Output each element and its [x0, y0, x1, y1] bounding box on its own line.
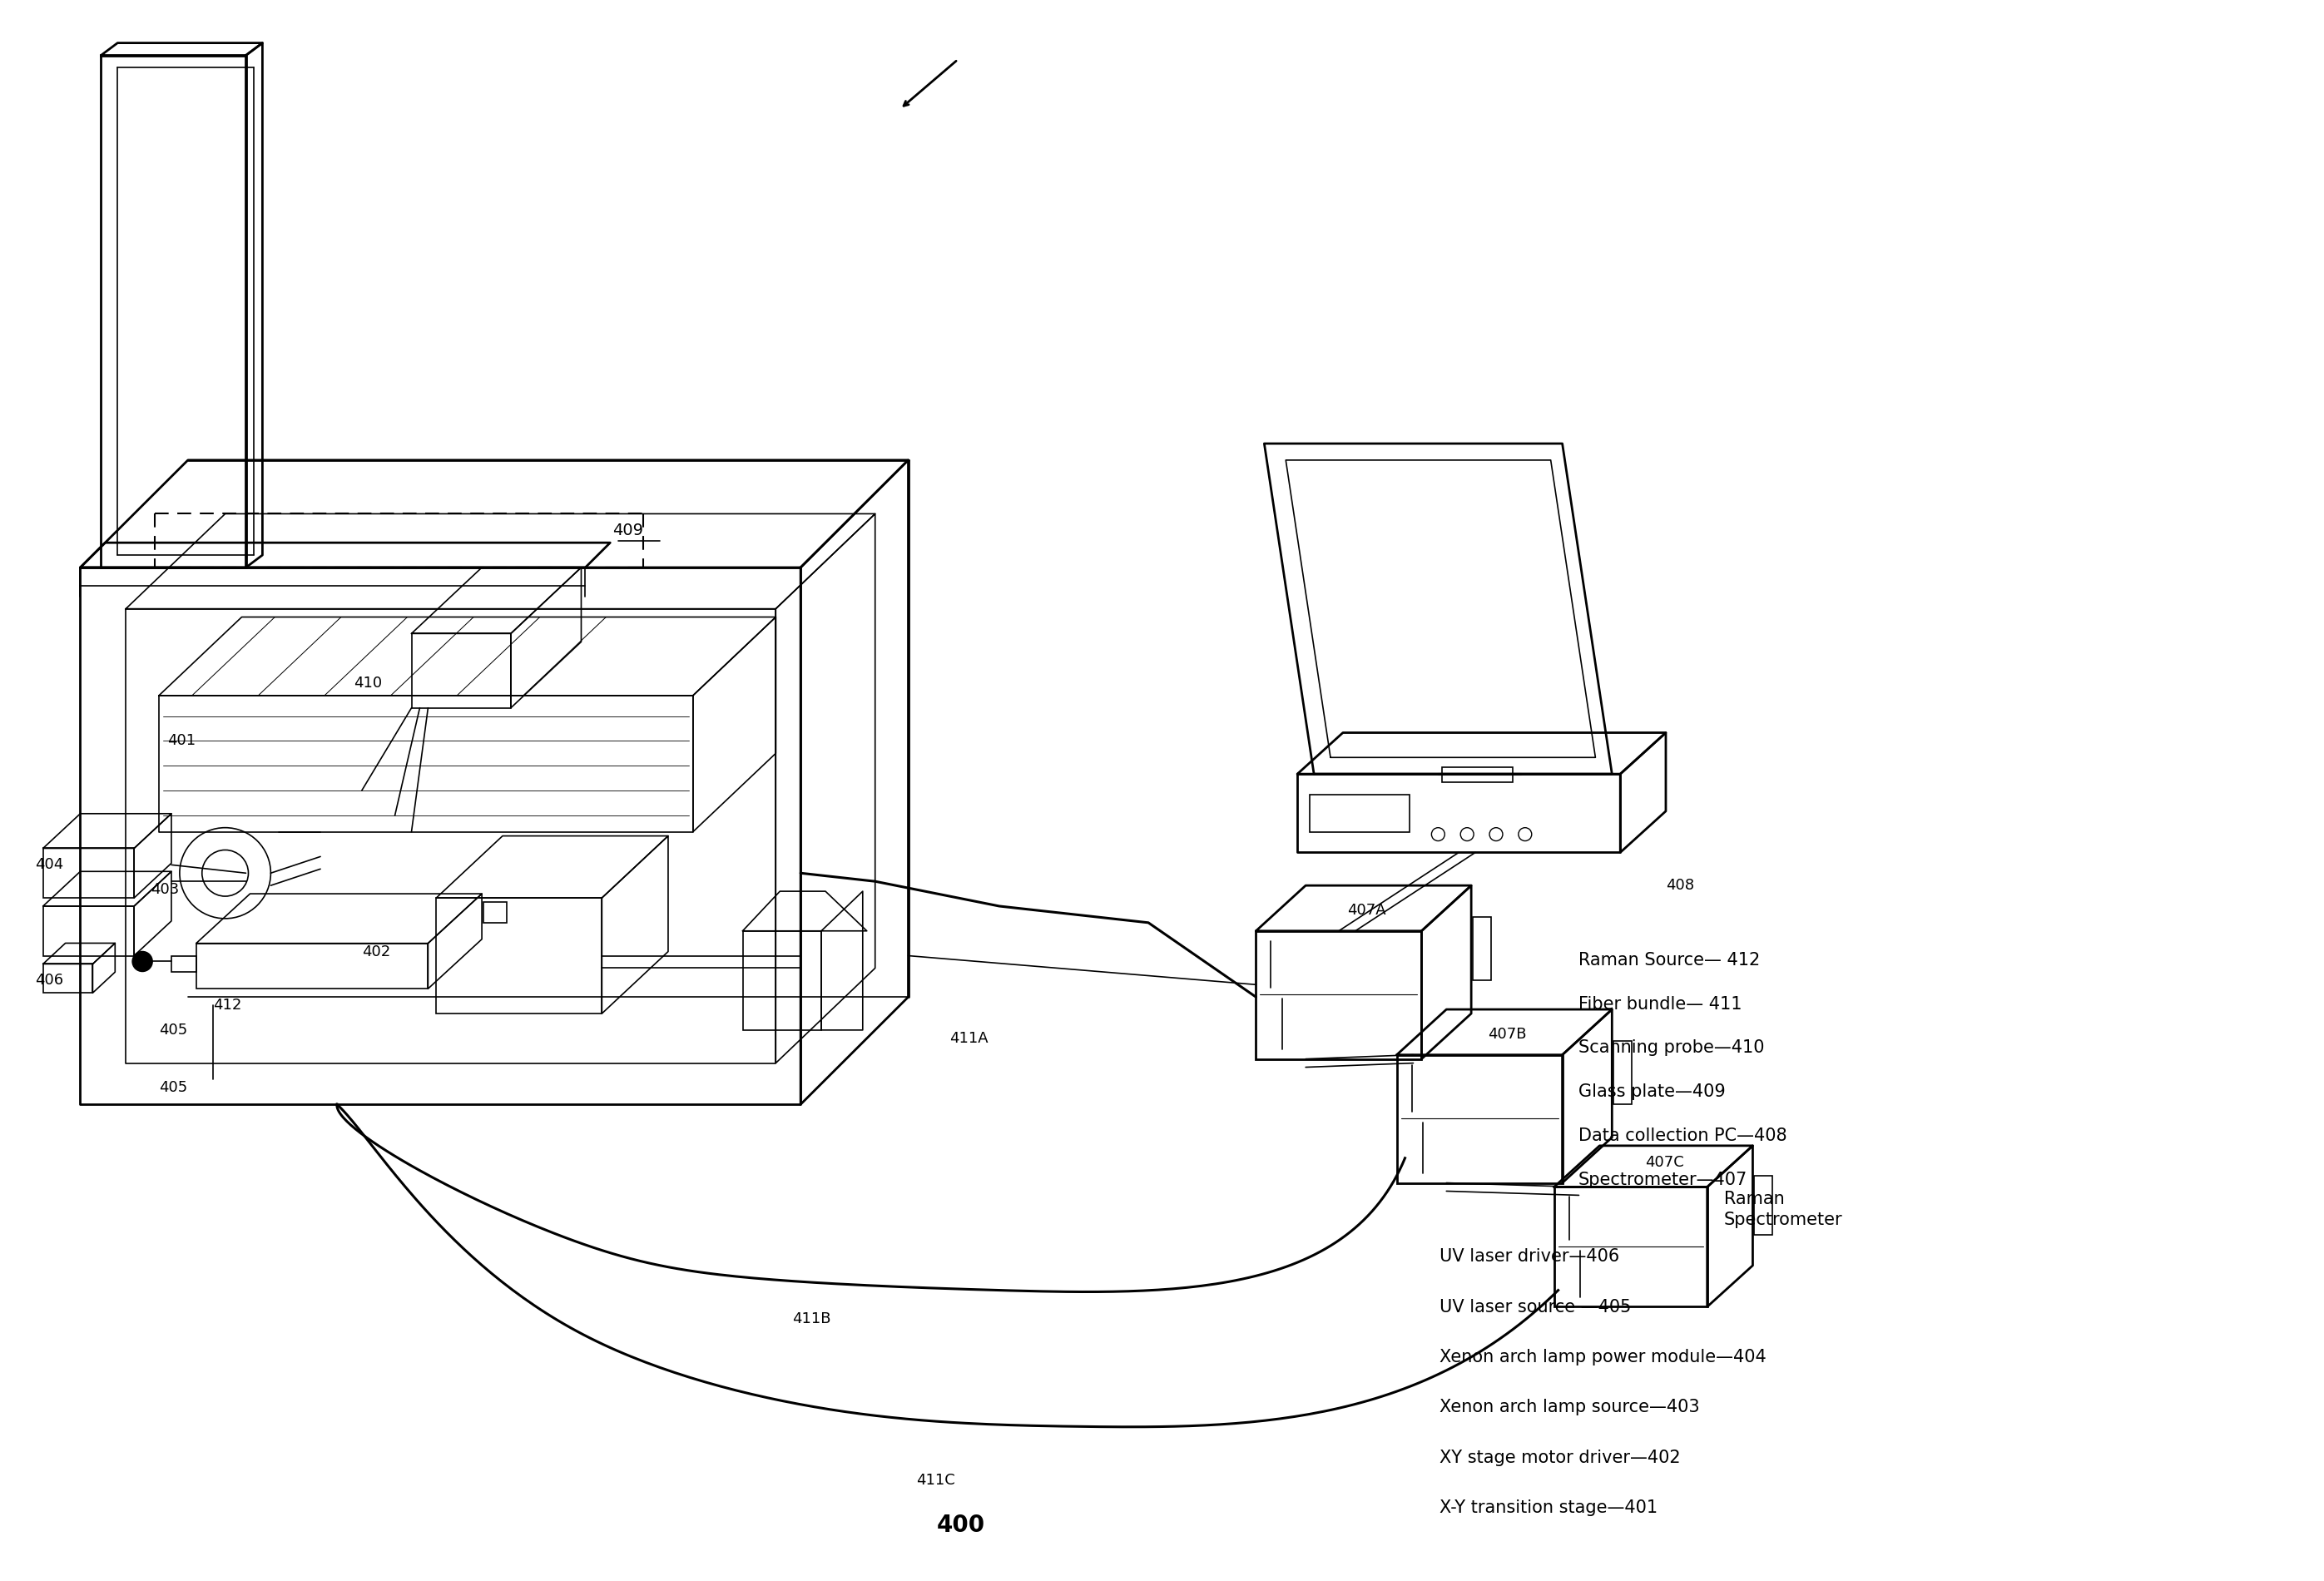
Bar [1311, 795, 1408, 832]
Text: Fiber bundle— 411: Fiber bundle— 411 [1578, 996, 1741, 1012]
Text: 412: 412 [214, 998, 242, 1013]
Bar [1755, 1175, 1773, 1235]
Text: 405: 405 [158, 1080, 188, 1096]
Text: Scanning probe—410: Scanning probe—410 [1578, 1040, 1764, 1056]
Bar [1555, 1187, 1708, 1307]
Text: Spectrometer—407: Spectrometer—407 [1578, 1172, 1748, 1187]
Text: 407B: 407B [1487, 1026, 1527, 1042]
Bar [44, 906, 135, 955]
Text: 408: 408 [1666, 877, 1694, 893]
Text: 411C: 411C [916, 1473, 955, 1488]
Text: 400: 400 [937, 1513, 985, 1537]
Text: 410: 410 [353, 675, 381, 691]
Bar [483, 903, 507, 923]
Text: Spectrometer: Spectrometer [1724, 1211, 1843, 1228]
Bar [44, 964, 93, 993]
Bar [1613, 1040, 1631, 1105]
Bar [44, 849, 135, 898]
Text: 411A: 411A [951, 1031, 988, 1045]
Text: Raman: Raman [1724, 1190, 1785, 1208]
Text: 402: 402 [363, 944, 390, 960]
Text: Xenon arch lamp source—403: Xenon arch lamp source—403 [1439, 1399, 1699, 1415]
Bar [1255, 931, 1422, 1059]
Bar [1443, 767, 1513, 783]
Text: 405: 405 [158, 1023, 188, 1037]
Text: 404: 404 [35, 857, 63, 873]
Text: 409: 409 [614, 522, 644, 538]
Text: 407A: 407A [1348, 903, 1385, 917]
Text: 407C: 407C [1645, 1154, 1685, 1170]
Text: XY stage motor driver—402: XY stage motor driver—402 [1439, 1450, 1680, 1466]
Text: Glass plate—409: Glass plate—409 [1578, 1083, 1724, 1100]
Bar [195, 944, 428, 988]
Bar [744, 931, 820, 1031]
Bar [1473, 917, 1492, 980]
Text: 401: 401 [167, 734, 195, 748]
Bar [437, 898, 602, 1013]
Text: Data collection PC—408: Data collection PC—408 [1578, 1127, 1787, 1145]
Text: 406: 406 [35, 972, 63, 988]
Text: X-Y transition stage—401: X-Y transition stage—401 [1439, 1499, 1657, 1516]
Text: UV laser driver—406: UV laser driver—406 [1439, 1249, 1620, 1265]
Text: UV laser source —405: UV laser source —405 [1439, 1298, 1631, 1315]
Text: 411B: 411B [792, 1312, 832, 1326]
Text: 403: 403 [151, 882, 179, 896]
Text: Raman Source— 412: Raman Source— 412 [1578, 952, 1759, 968]
Bar [172, 955, 195, 972]
Text: Xenon arch lamp power module—404: Xenon arch lamp power module—404 [1439, 1349, 1766, 1366]
Circle shape [132, 952, 153, 971]
Bar [411, 634, 511, 708]
Bar [1397, 1055, 1562, 1183]
